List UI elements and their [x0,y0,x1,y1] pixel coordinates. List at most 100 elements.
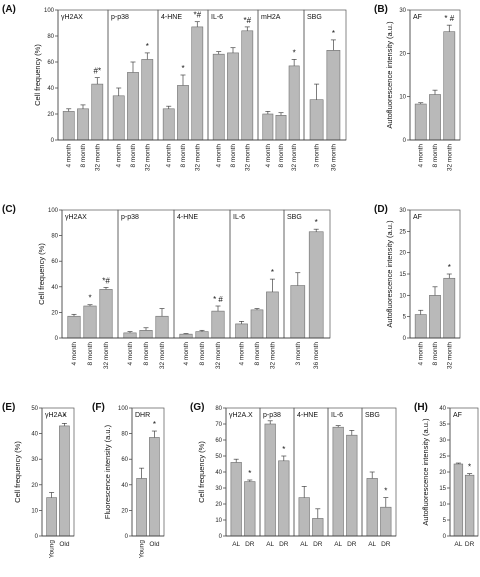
x-tick-label: 32 month [194,144,201,171]
bar [414,103,427,141]
y-axis-label: Cell frequency (%) [33,44,42,106]
bar [453,463,464,537]
bar [83,305,97,339]
bar [380,506,392,537]
bar [443,277,456,339]
y-tick-label: 25 [439,454,446,460]
y-tick-label: 100 [44,8,55,14]
x-tick-label: DR [347,541,357,548]
y-tick-label: 50 [215,454,222,460]
y-tick-label: 40 [439,406,446,412]
significance-mark: * [271,268,274,277]
x-tick-label: 8 month [143,342,150,366]
y-tick-label: 15 [399,272,406,278]
group-title: AF [453,412,462,419]
significance-mark: * [88,294,91,303]
significance-mark: * [248,469,251,478]
bar [312,518,324,537]
y-tick-label: 40 [121,483,128,489]
bar [266,291,279,339]
y-tick-label: 10 [215,518,222,524]
x-tick-label: AL [334,541,342,548]
group-title: mH2A [261,14,281,21]
x-tick-label: 32 month [269,342,276,369]
bar [262,113,274,141]
y-tick-label: 30 [215,486,222,492]
y-tick-label: 40 [51,285,58,291]
x-tick-label: 4 month [127,342,134,366]
y-tick-label: 60 [51,259,58,265]
bar [191,26,204,141]
bar [141,59,154,141]
significance-mark: * # [444,14,454,23]
bar [278,460,290,537]
y-tick-label: 10 [399,95,406,101]
x-tick-label: 32 month [446,144,453,171]
x-tick-label: 4 month [66,144,73,168]
significance-mark: * [315,218,318,227]
group-title: IL-6 [331,412,343,419]
x-tick-label: Old [149,541,160,548]
y-tick-label: 20 [439,470,446,476]
group-title: γH2A.X [229,412,253,419]
panel: (D) 0 5 10 15 20 25 30 Autofluorescence intensit… [374,204,461,369]
y-tick-label: 70 [215,422,222,428]
bar [366,478,378,537]
bar [149,437,160,537]
y-tick-label: 25 [399,229,406,235]
x-tick-label: 4 month [216,144,223,168]
group-title: DHR [135,412,150,419]
x-tick-label: 32 month [291,144,298,171]
significance-mark: #* [94,67,102,76]
bar [177,85,189,141]
bar [235,323,248,339]
panel: (C) 0 20 40 60 80 100 Cell frequency (%) γH2AX 4 … [2,204,331,369]
bar [136,478,147,537]
x-tick-label: DR [465,541,475,548]
significance-mark: * [448,263,451,272]
bar [244,481,256,537]
significance-mark: * # [213,295,223,304]
y-tick-label: 40 [31,432,38,438]
panel-label: (A) [2,4,16,15]
y-tick-label: 20 [51,310,58,316]
group-title: p-p38 [121,214,139,221]
y-tick-label: 10 [31,508,38,514]
x-tick-label: 8 month [278,144,285,168]
y-tick-label: 30 [399,8,406,14]
significance-mark: * [332,29,335,38]
bar [298,497,310,537]
panel: (A) 0 20 40 60 80 100 Cell frequency (%) γH2AX 4 … [2,4,347,171]
bar [99,289,113,339]
x-tick-label: Old [59,541,70,548]
bar [230,462,242,537]
bar [227,52,239,141]
x-tick-label: 8 month [87,342,94,366]
x-tick-label: 4 month [418,342,425,366]
bar [290,285,306,339]
x-tick-label: 4 month [239,342,246,366]
significance-mark: *# [194,11,202,20]
bar [155,315,169,339]
bar [212,53,225,141]
x-tick-label: 32 month [103,342,110,369]
significance-mark: * [282,445,285,454]
group-title: γH2AX [65,214,87,221]
y-tick-label: 0 [55,336,59,342]
y-tick-label: 0 [219,534,223,540]
group-title: p-p38 [111,14,129,21]
y-tick-label: 80 [121,432,128,438]
x-tick-label: 32 month [94,144,101,171]
bar [309,99,324,141]
x-tick-label: DR [381,541,391,548]
significance-mark: *# [244,16,252,25]
y-axis-label: Autofluorescence intensity (a.u.) [421,418,430,526]
y-tick-label: 20 [399,51,406,57]
x-tick-label: DR [313,541,323,548]
x-tick-label: 4 month [71,342,78,366]
group-title: 4-HNE [161,14,182,21]
y-tick-label: 100 [48,208,59,214]
x-tick-label: 4 month [265,144,272,168]
x-tick-label: 4 month [418,144,425,168]
